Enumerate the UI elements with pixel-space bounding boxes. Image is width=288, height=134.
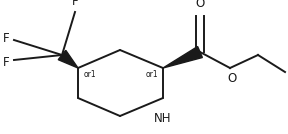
Text: F: F: [3, 31, 10, 44]
Text: NH: NH: [154, 112, 172, 125]
Polygon shape: [163, 46, 202, 68]
Polygon shape: [58, 50, 78, 68]
Text: F: F: [3, 55, 10, 68]
Text: O: O: [195, 0, 205, 10]
Text: F: F: [72, 0, 78, 8]
Text: or1: or1: [145, 70, 158, 79]
Text: or1: or1: [84, 70, 97, 79]
Text: O: O: [227, 72, 237, 85]
